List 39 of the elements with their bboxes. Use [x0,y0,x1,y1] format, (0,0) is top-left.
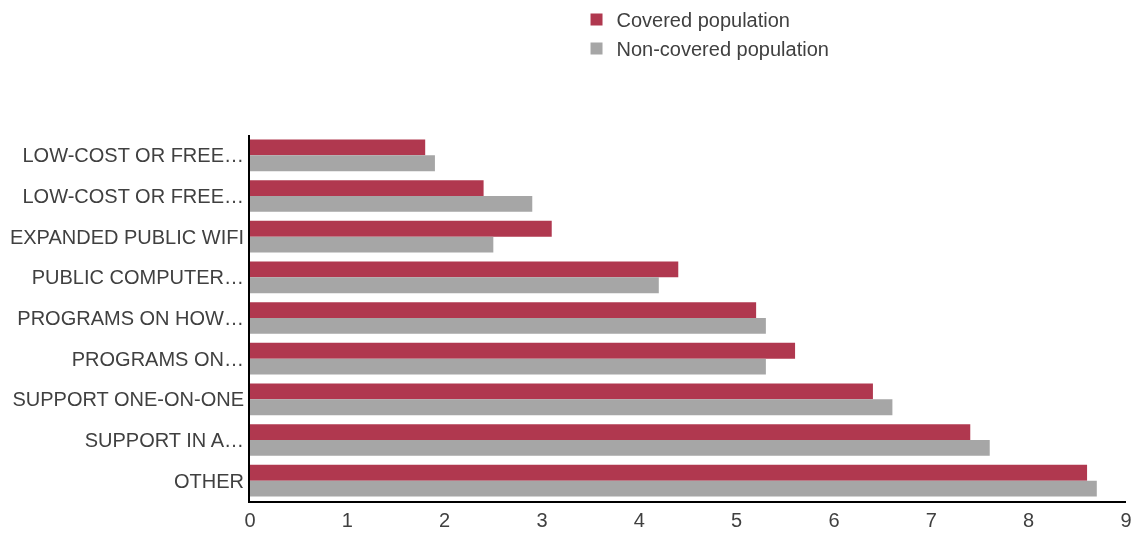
legend-label: Non-covered population [616,38,829,61]
bar [250,196,533,212]
y-tick-label: PROGRAMS ON HOW… [17,307,244,329]
bar [250,383,873,400]
bar [250,464,1088,481]
y-tick-label: LOW-COST OR FREE… [22,185,244,207]
bar [250,139,426,156]
bar [250,342,796,359]
bar [250,155,435,172]
x-tick-label: 3 [536,509,548,531]
bar [250,318,766,334]
y-tick-label: EXPANDED PUBLIC WIFI [9,225,244,248]
y-tick-label: SUPPORT IN A… [84,429,244,451]
y-tick-label: PROGRAMS ON… [71,347,244,370]
x-tick-label: 6 [828,509,840,531]
bar [250,180,484,196]
x-tick-label: 2 [439,509,451,531]
bar [250,440,990,456]
y-tick-label: SUPPORT ONE-ON-ONE [12,388,244,411]
bar [250,220,552,237]
bar [250,261,679,278]
y-tick-label: LOW-COST OR FREE… [22,144,244,167]
x-tick-label: 1 [341,509,353,531]
bar [250,302,757,318]
x-tick-label: 8 [1023,509,1035,531]
y-tick-label: PUBLIC COMPUTER… [31,266,244,289]
legend-label: Covered population [616,9,790,32]
bar [250,236,494,253]
y-tick-label: OTHER [174,469,244,492]
bar [250,358,766,375]
x-tick-label: 0 [244,509,256,531]
x-tick-label: 7 [925,509,937,531]
x-tick-label: 5 [731,509,743,531]
bar [250,480,1097,497]
bar [250,424,971,440]
bar [250,277,659,294]
x-tick-label: 4 [633,509,645,531]
bar [250,399,893,416]
x-tick-label: 9 [1120,509,1132,531]
